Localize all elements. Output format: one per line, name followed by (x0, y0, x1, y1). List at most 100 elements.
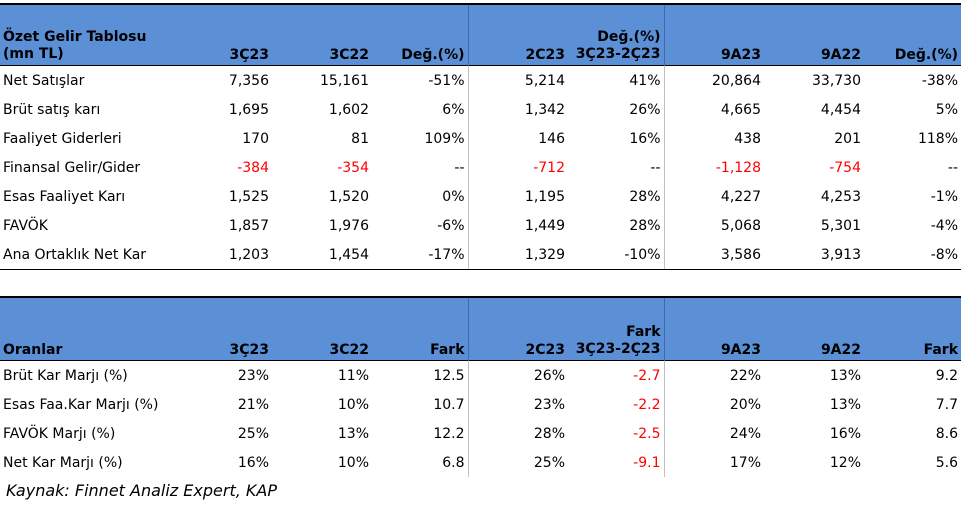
cell-value: -- (947, 159, 958, 176)
col-header: 3Ç23 (197, 4, 272, 66)
income-statement-table: Özet Gelir Tablosu (mn TL) 3Ç23 3C22 Değ.… (0, 3, 961, 270)
cell-value: 1,857 (228, 217, 269, 234)
cell-value: 28% (467, 419, 568, 448)
cell-value: 16% (629, 130, 661, 147)
table-row: Net Kar Marjı (%) 16% 10% 6.8 25% -9.1 17% 12% 5… (0, 448, 961, 477)
cell-value: 0% (442, 188, 465, 205)
cell-value: 10.7 (433, 396, 465, 413)
cell-value: 1,525 (228, 188, 269, 205)
cell-value: 81 (351, 130, 369, 147)
row-label: Brüt Kar Marjı (%) (3, 367, 128, 384)
col-header-line-1: Fark (626, 324, 661, 340)
title-line-2: (mn TL) (3, 46, 64, 62)
cell-value: 3,586 (663, 240, 764, 270)
cell-value: 118% (917, 130, 958, 147)
col-header-line-2: 3Ç23-2Ç23 (575, 341, 661, 357)
cell-value: 4,227 (663, 182, 764, 211)
row-label: Ana Ortaklık Net Kar (0, 240, 197, 270)
cell-value: 26% (467, 360, 568, 390)
cell-value: 4,454 (820, 101, 861, 118)
income-rows: Net Satışlar 7,356 15,161 -51% 5,214 41% 20,86… (0, 65, 961, 270)
cell-value: 1,449 (467, 211, 568, 240)
table-header-row: Özet Gelir Tablosu (mn TL) 3Ç23 3C22 Değ.… (0, 4, 961, 66)
col-header: Fark (864, 297, 961, 361)
table-header-row: Oranlar 3Ç23 3C22 Fark 2C23 Fark 3Ç23-2Ç2… (0, 297, 961, 361)
col-header: 9A23 (663, 4, 764, 66)
cell-value: 11% (337, 367, 369, 384)
cell-value: -2.5 (633, 425, 661, 442)
ratios-table: Oranlar 3Ç23 3C22 Fark 2C23 Fark 3Ç23-2Ç2… (0, 296, 961, 477)
row-label: FAVÖK Marjı (%) (3, 425, 116, 442)
table-row: FAVÖK Marjı (%) 25% 13% 12.2 28% -2.5 24% 16% 8.… (0, 419, 961, 448)
col-header: Değ.(%) (372, 4, 468, 66)
cell-value: 33,730 (812, 72, 861, 89)
col-header: 2C23 (467, 297, 568, 361)
cell-value: 12.5 (433, 367, 465, 384)
col-header: 2C23 (467, 4, 568, 66)
cell-value: 1,195 (467, 182, 568, 211)
cell-value: 23% (237, 367, 269, 384)
row-label: Faaliyet Giderleri (3, 130, 122, 147)
cell-value: 28% (629, 217, 661, 234)
table-row: Faaliyet Giderleri 170 81 109% 146 16% 438 201 1… (0, 124, 961, 153)
cell-value: 9.2 (935, 367, 958, 384)
cell-value: 1,203 (197, 240, 272, 270)
cell-value: 1,976 (328, 217, 369, 234)
cell-value: -754 (829, 159, 861, 176)
cell-value: 16% (829, 425, 861, 442)
cell-value: 5% (935, 101, 958, 118)
cell-value: -9.1 (633, 454, 661, 471)
cell-value: 7,356 (228, 72, 269, 89)
table-row: Finansal Gelir/Gider -384 -354 -- -712 -- -1,1… (0, 153, 961, 182)
table-title: Oranlar (0, 297, 197, 361)
cell-value: 21% (237, 396, 269, 413)
cell-value: -1% (930, 188, 958, 205)
table-row: Brüt satış karı 1,695 1,602 6% 1,342 26% 4,665… (0, 95, 961, 124)
cell-value: 26% (629, 101, 661, 118)
cell-value: -712 (467, 153, 568, 182)
col-header: Fark (372, 297, 468, 361)
row-label: Net Satışlar (3, 72, 85, 89)
cell-value: 8.6 (935, 425, 958, 442)
cell-value: -384 (237, 159, 269, 176)
cell-value: -10% (568, 240, 664, 270)
col-header: 3Ç23 (197, 297, 272, 361)
cell-value: -- (454, 159, 465, 176)
cell-value: 17% (663, 448, 764, 477)
col-header: 9A22 (764, 4, 864, 66)
cell-value: 20,864 (663, 65, 764, 95)
cell-value: 438 (663, 124, 764, 153)
cell-value: 16% (237, 454, 269, 471)
cell-value: 28% (629, 188, 661, 205)
col-header: 9A22 (764, 297, 864, 361)
row-label: Finansal Gelir/Gider (3, 159, 141, 176)
source-note: Kaynak: Finnet Analiz Expert, KAP (6, 481, 277, 500)
cell-value: 4,253 (820, 188, 861, 205)
cell-value: 24% (663, 419, 764, 448)
cell-value: 5,214 (467, 65, 568, 95)
cell-value: 1,520 (328, 188, 369, 205)
cell-value: 23% (467, 390, 568, 419)
cell-value: 6.8 (442, 454, 465, 471)
cell-value: -38% (921, 72, 958, 89)
table-row: Esas Faaliyet Karı 1,525 1,520 0% 1,195 28% 4,… (0, 182, 961, 211)
cell-value: 5.6 (935, 454, 958, 471)
cell-value: 3,913 (764, 240, 864, 270)
cell-value: -51% (428, 72, 465, 89)
col-header: Fark 3Ç23-2Ç23 (568, 297, 664, 361)
cell-value: -8% (864, 240, 961, 270)
row-label: Esas Faa.Kar Marjı (%) (3, 396, 159, 413)
col-header: Değ.(%) 3Ç23-2Ç23 (568, 4, 664, 66)
col-header: 9A23 (663, 297, 764, 361)
cell-value: 4,665 (663, 95, 764, 124)
cell-value: 1,602 (328, 101, 369, 118)
table-row: FAVÖK 1,857 1,976 -6% 1,449 28% 5,068 5,301 -4% (0, 211, 961, 240)
title-line-1: Özet Gelir Tablosu (3, 29, 147, 45)
row-label: FAVÖK (3, 217, 48, 234)
cell-value: 41% (629, 72, 661, 89)
row-label: Net Kar Marjı (%) (3, 454, 123, 471)
table-row: Brüt Kar Marjı (%) 23% 11% 12.5 26% -2.7 22% 13… (0, 360, 961, 390)
cell-value: 201 (834, 130, 861, 147)
cell-value: 15,161 (320, 72, 369, 89)
cell-value: -4% (930, 217, 958, 234)
